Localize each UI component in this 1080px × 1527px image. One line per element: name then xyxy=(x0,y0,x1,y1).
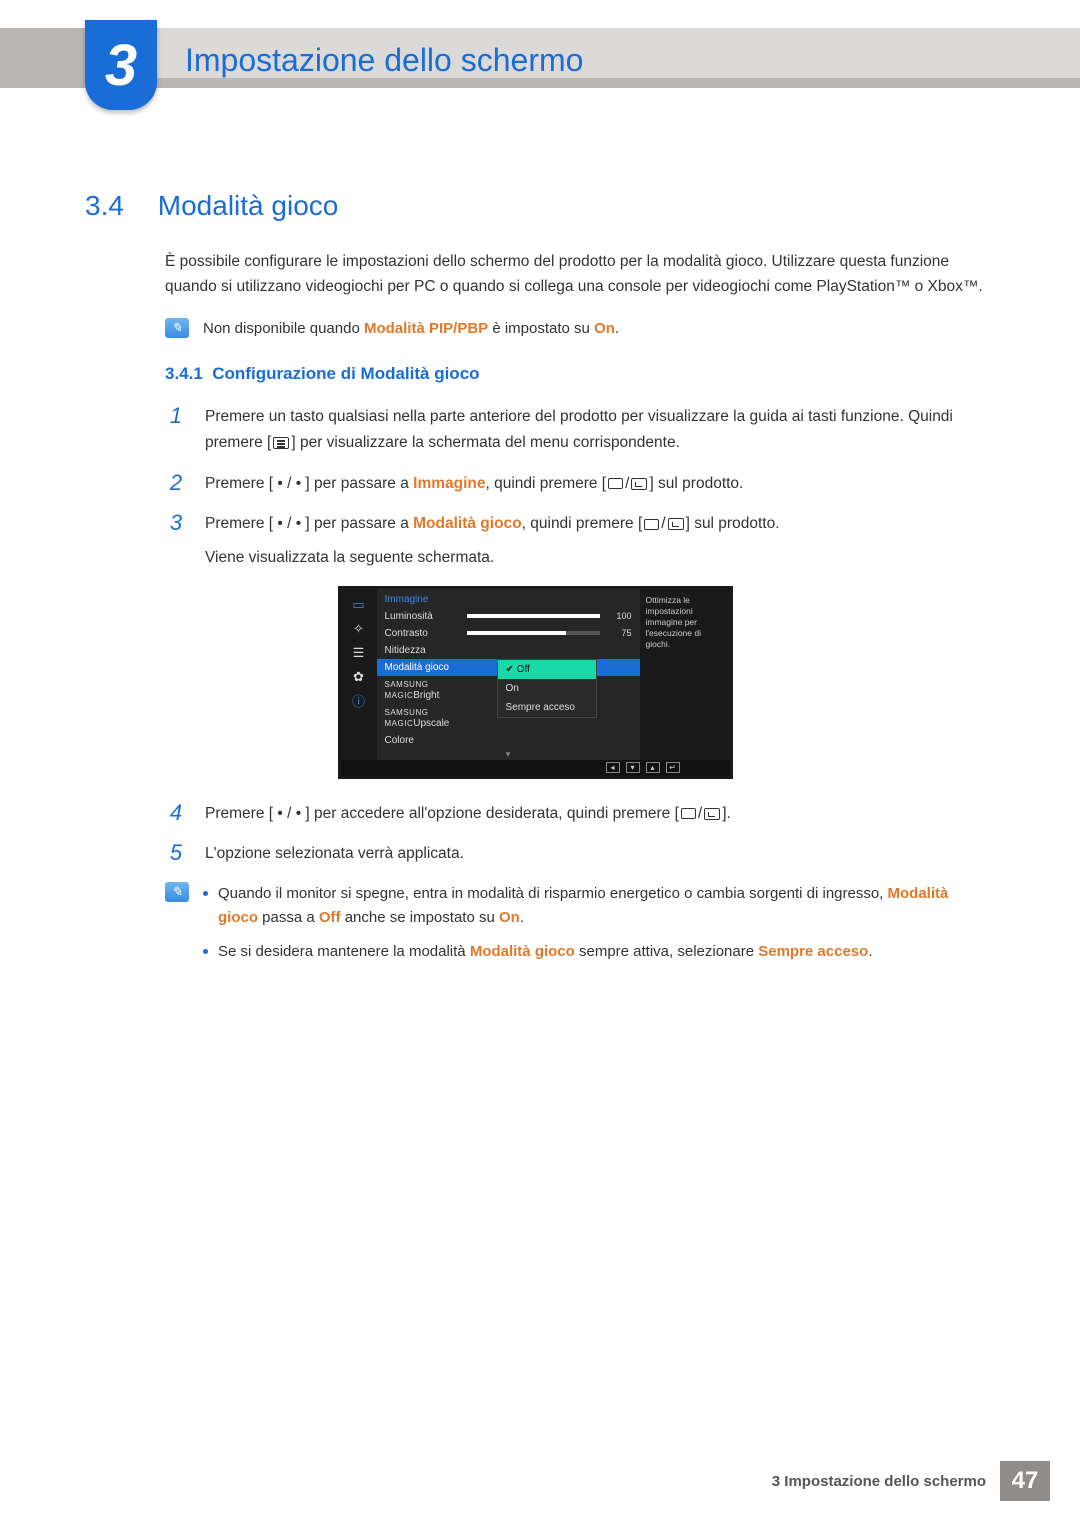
section-body: 3.4 Modalità gioco È possibile configura… xyxy=(85,190,985,974)
bullet-icon xyxy=(203,891,208,896)
osd-tab-info-icon: ⓘ xyxy=(349,693,369,709)
osd-option-on: On xyxy=(498,679,596,698)
chapter-title: Impostazione dello schermo xyxy=(185,42,583,79)
rect-icon xyxy=(681,808,696,819)
intro-paragraph: È possibile configurare le impostazioni … xyxy=(165,250,985,300)
chapter-badge: 3 xyxy=(85,20,157,110)
notes-block: ✎ Quando il monitor si spegne, entra in … xyxy=(165,882,985,974)
bullet-icon xyxy=(203,949,208,954)
step-3: 3 Premere [ • / • ] per passare a Modali… xyxy=(165,511,985,572)
osd-row-gamemode: Modalità gioco Off On Sempre acceso xyxy=(377,659,640,676)
footer: 3 Impostazione dello schermo 47 xyxy=(772,1461,1050,1501)
osd-row-color: Colore xyxy=(377,732,640,749)
rect-icon xyxy=(644,519,659,530)
osd-main: Immagine Luminosità 100 Contrasto 75 Nit… xyxy=(377,589,640,760)
note-bullet: Quando il monitor si spegne, entra in mo… xyxy=(203,882,985,930)
note-text: Non disponibile quando Modalità PIP/PBP … xyxy=(203,318,985,341)
section-number: 3.4 xyxy=(85,190,150,222)
osd-row-contrast: Contrasto 75 xyxy=(377,625,640,642)
osd-nav-left-icon: ◂ xyxy=(606,762,620,773)
section-title: Modalità gioco xyxy=(158,190,339,221)
enter-icon xyxy=(668,518,684,530)
note-icon: ✎ xyxy=(165,882,189,902)
step-5: 5 L'opzione selezionata verrà applicata. xyxy=(165,841,985,867)
menu-icon xyxy=(273,437,289,449)
step-2: 2 Premere [ • / • ] per passare a Immagi… xyxy=(165,471,985,497)
note-row: ✎ Non disponibile quando Modalità PIP/PB… xyxy=(165,318,985,341)
osd-tab-settings-icon: ✿ xyxy=(349,669,369,685)
chapter-number: 3 xyxy=(105,32,137,99)
subsection-heading: 3.4.1 Configurazione di Modalità gioco xyxy=(165,364,985,384)
steps-list: 1 Premere un tasto qualsiasi nella parte… xyxy=(165,404,985,572)
osd-dropdown-panel: Off On Sempre acceso xyxy=(497,659,597,718)
osd-tooltip: Ottimizza le impostazioni immagine per l… xyxy=(640,589,730,760)
steps-list-cont: 4 Premere [ • / • ] per accedere all'opz… xyxy=(165,801,985,868)
note-bullet: Se si desidera mantenere la modalità Mod… xyxy=(203,940,985,964)
osd-header: Immagine xyxy=(377,589,640,608)
step-4: 4 Premere [ • / • ] per accedere all'opz… xyxy=(165,801,985,827)
osd-row-brightness: Luminosità 100 xyxy=(377,608,640,625)
osd-nav-down-icon: ▾ xyxy=(626,762,640,773)
enter-icon xyxy=(704,808,720,820)
section-heading: 3.4 Modalità gioco xyxy=(85,190,985,222)
osd-option-off: Off xyxy=(498,660,596,679)
osd-row-sharpness: Nitidezza xyxy=(377,642,640,659)
enter-icon xyxy=(631,478,647,490)
osd-nav-enter-icon: ↵ xyxy=(666,762,680,773)
step-1: 1 Premere un tasto qualsiasi nella parte… xyxy=(165,404,985,457)
subsection-title: Configurazione di Modalità gioco xyxy=(212,364,479,383)
osd-navbar: ◂ ▾ ▴ ↵ xyxy=(341,760,730,776)
subsection-number: 3.4.1 xyxy=(165,364,203,383)
osd-sidebar: ▭ ✧ ☰ ✿ ⓘ xyxy=(341,589,377,760)
osd-tab-picture-icon: ▭ xyxy=(349,597,369,613)
footer-label: 3 Impostazione dello schermo xyxy=(772,1473,1000,1490)
osd-option-always: Sempre acceso xyxy=(498,698,596,717)
osd-nav-up-icon: ▴ xyxy=(646,762,660,773)
osd-tab-icon: ✧ xyxy=(349,621,369,637)
osd-tab-icon: ☰ xyxy=(349,645,369,661)
osd-screenshot: ▭ ✧ ☰ ✿ ⓘ Immagine Luminosità 100 Contra… xyxy=(338,586,733,779)
footer-page-number: 47 xyxy=(1000,1461,1050,1501)
note-icon: ✎ xyxy=(165,318,189,338)
rect-icon xyxy=(608,478,623,489)
